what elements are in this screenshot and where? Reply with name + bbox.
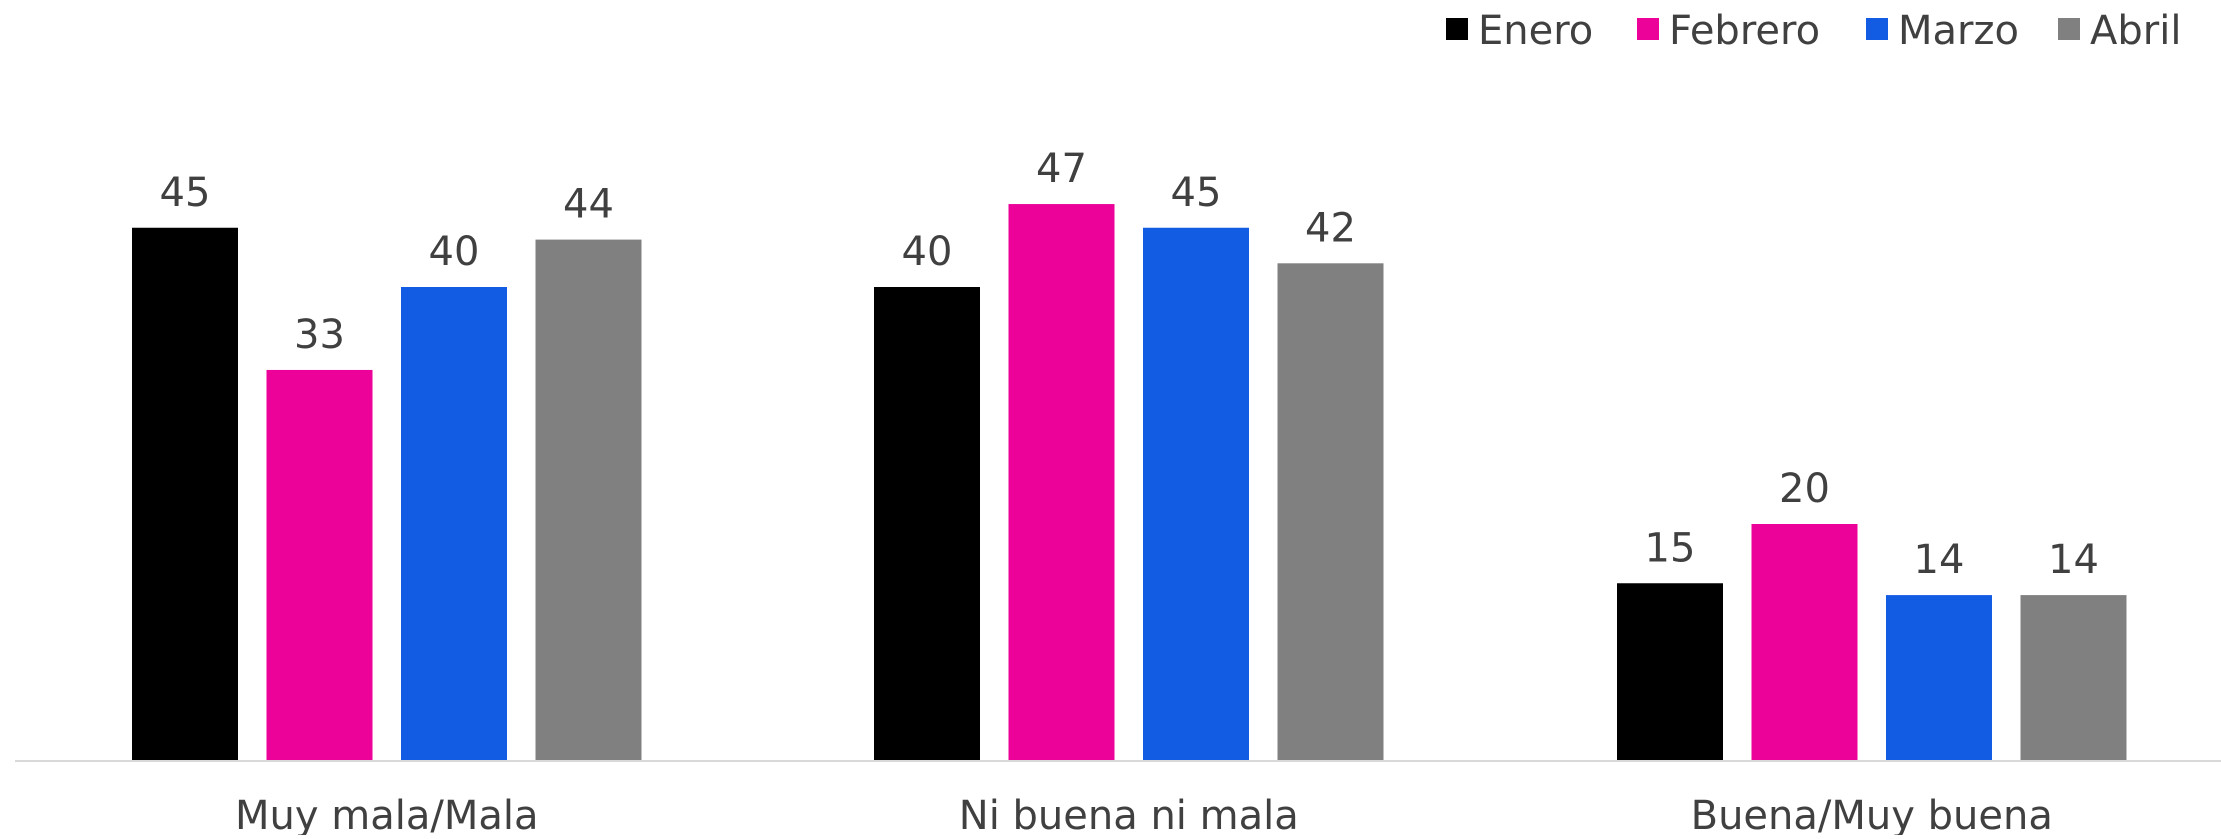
data-label-enero-buena-muy-buena: 15 [1645, 525, 1696, 571]
legend-swatch-marzo [1866, 18, 1888, 40]
bar-febrero-buena-muy-buena [1751, 524, 1858, 761]
data-label-febrero-ni-buena-ni-mala: 47 [1036, 146, 1087, 192]
legend-swatch-febrero [1637, 18, 1659, 40]
data-label-febrero-muy-mala-mala: 33 [294, 312, 345, 358]
data-label-febrero-buena-muy-buena: 20 [1779, 466, 1830, 512]
data-labels: 45 33 40 44 40 47 45 42 15 20 14 14 [160, 146, 2099, 583]
legend-item-marzo: Marzo [1866, 8, 2019, 54]
category-label-buena-muy-buena: Buena/Muy buena [1691, 793, 2053, 835]
bar-enero-ni-buena-ni-mala [874, 287, 980, 761]
bar-marzo-buena-muy-buena [1886, 595, 1992, 761]
bars [132, 204, 2127, 762]
legend-label-enero: Enero [1478, 8, 1593, 54]
legend-item-febrero: Febrero [1637, 8, 1820, 54]
bar-abril-muy-mala-mala [535, 239, 642, 762]
data-label-marzo-ni-buena-ni-mala: 45 [1171, 170, 1222, 216]
bar-marzo-muy-mala-mala [401, 287, 507, 761]
data-label-marzo-buena-muy-buena: 14 [1914, 537, 1965, 583]
data-label-abril-ni-buena-ni-mala: 42 [1305, 205, 1356, 251]
category-labels: Muy mala/Mala Ni buena ni mala Buena/Muy b… [235, 793, 2053, 839]
data-label-marzo-muy-mala-mala: 40 [429, 229, 480, 275]
bar-febrero-muy-mala-mala [266, 369, 373, 761]
legend-label-febrero: Febrero [1669, 8, 1820, 54]
legend-label-marzo: Marzo [1898, 8, 2019, 54]
category-label-ni-buena-ni-mala: Ni buena ni mala [959, 793, 1299, 835]
bar-abril-buena-muy-buena [2020, 595, 2127, 761]
bar-enero-muy-mala-mala [132, 227, 238, 761]
data-label-enero-muy-mala-mala: 45 [160, 170, 211, 216]
bar-enero-buena-muy-buena [1617, 583, 1723, 761]
legend-item-abril: Abril [2058, 8, 2181, 54]
bar-abril-ni-buena-ni-mala [1277, 263, 1384, 761]
legend-swatch-enero [1446, 18, 1468, 40]
legend-label-abril: Abril [2090, 8, 2181, 54]
bar-marzo-ni-buena-ni-mala [1143, 227, 1249, 761]
data-label-abril-muy-mala-mala: 44 [563, 182, 614, 228]
legend: Enero Febrero Marzo Abril [1446, 8, 2181, 54]
legend-swatch-abril [2058, 18, 2080, 40]
data-label-enero-ni-buena-ni-mala: 40 [902, 229, 953, 275]
legend-item-enero: Enero [1446, 8, 1593, 54]
data-label-abril-buena-muy-buena: 14 [2048, 537, 2099, 583]
bar-febrero-ni-buena-ni-mala [1008, 204, 1115, 762]
category-label-muy-mala-mala: Muy mala/Mala [235, 793, 538, 835]
